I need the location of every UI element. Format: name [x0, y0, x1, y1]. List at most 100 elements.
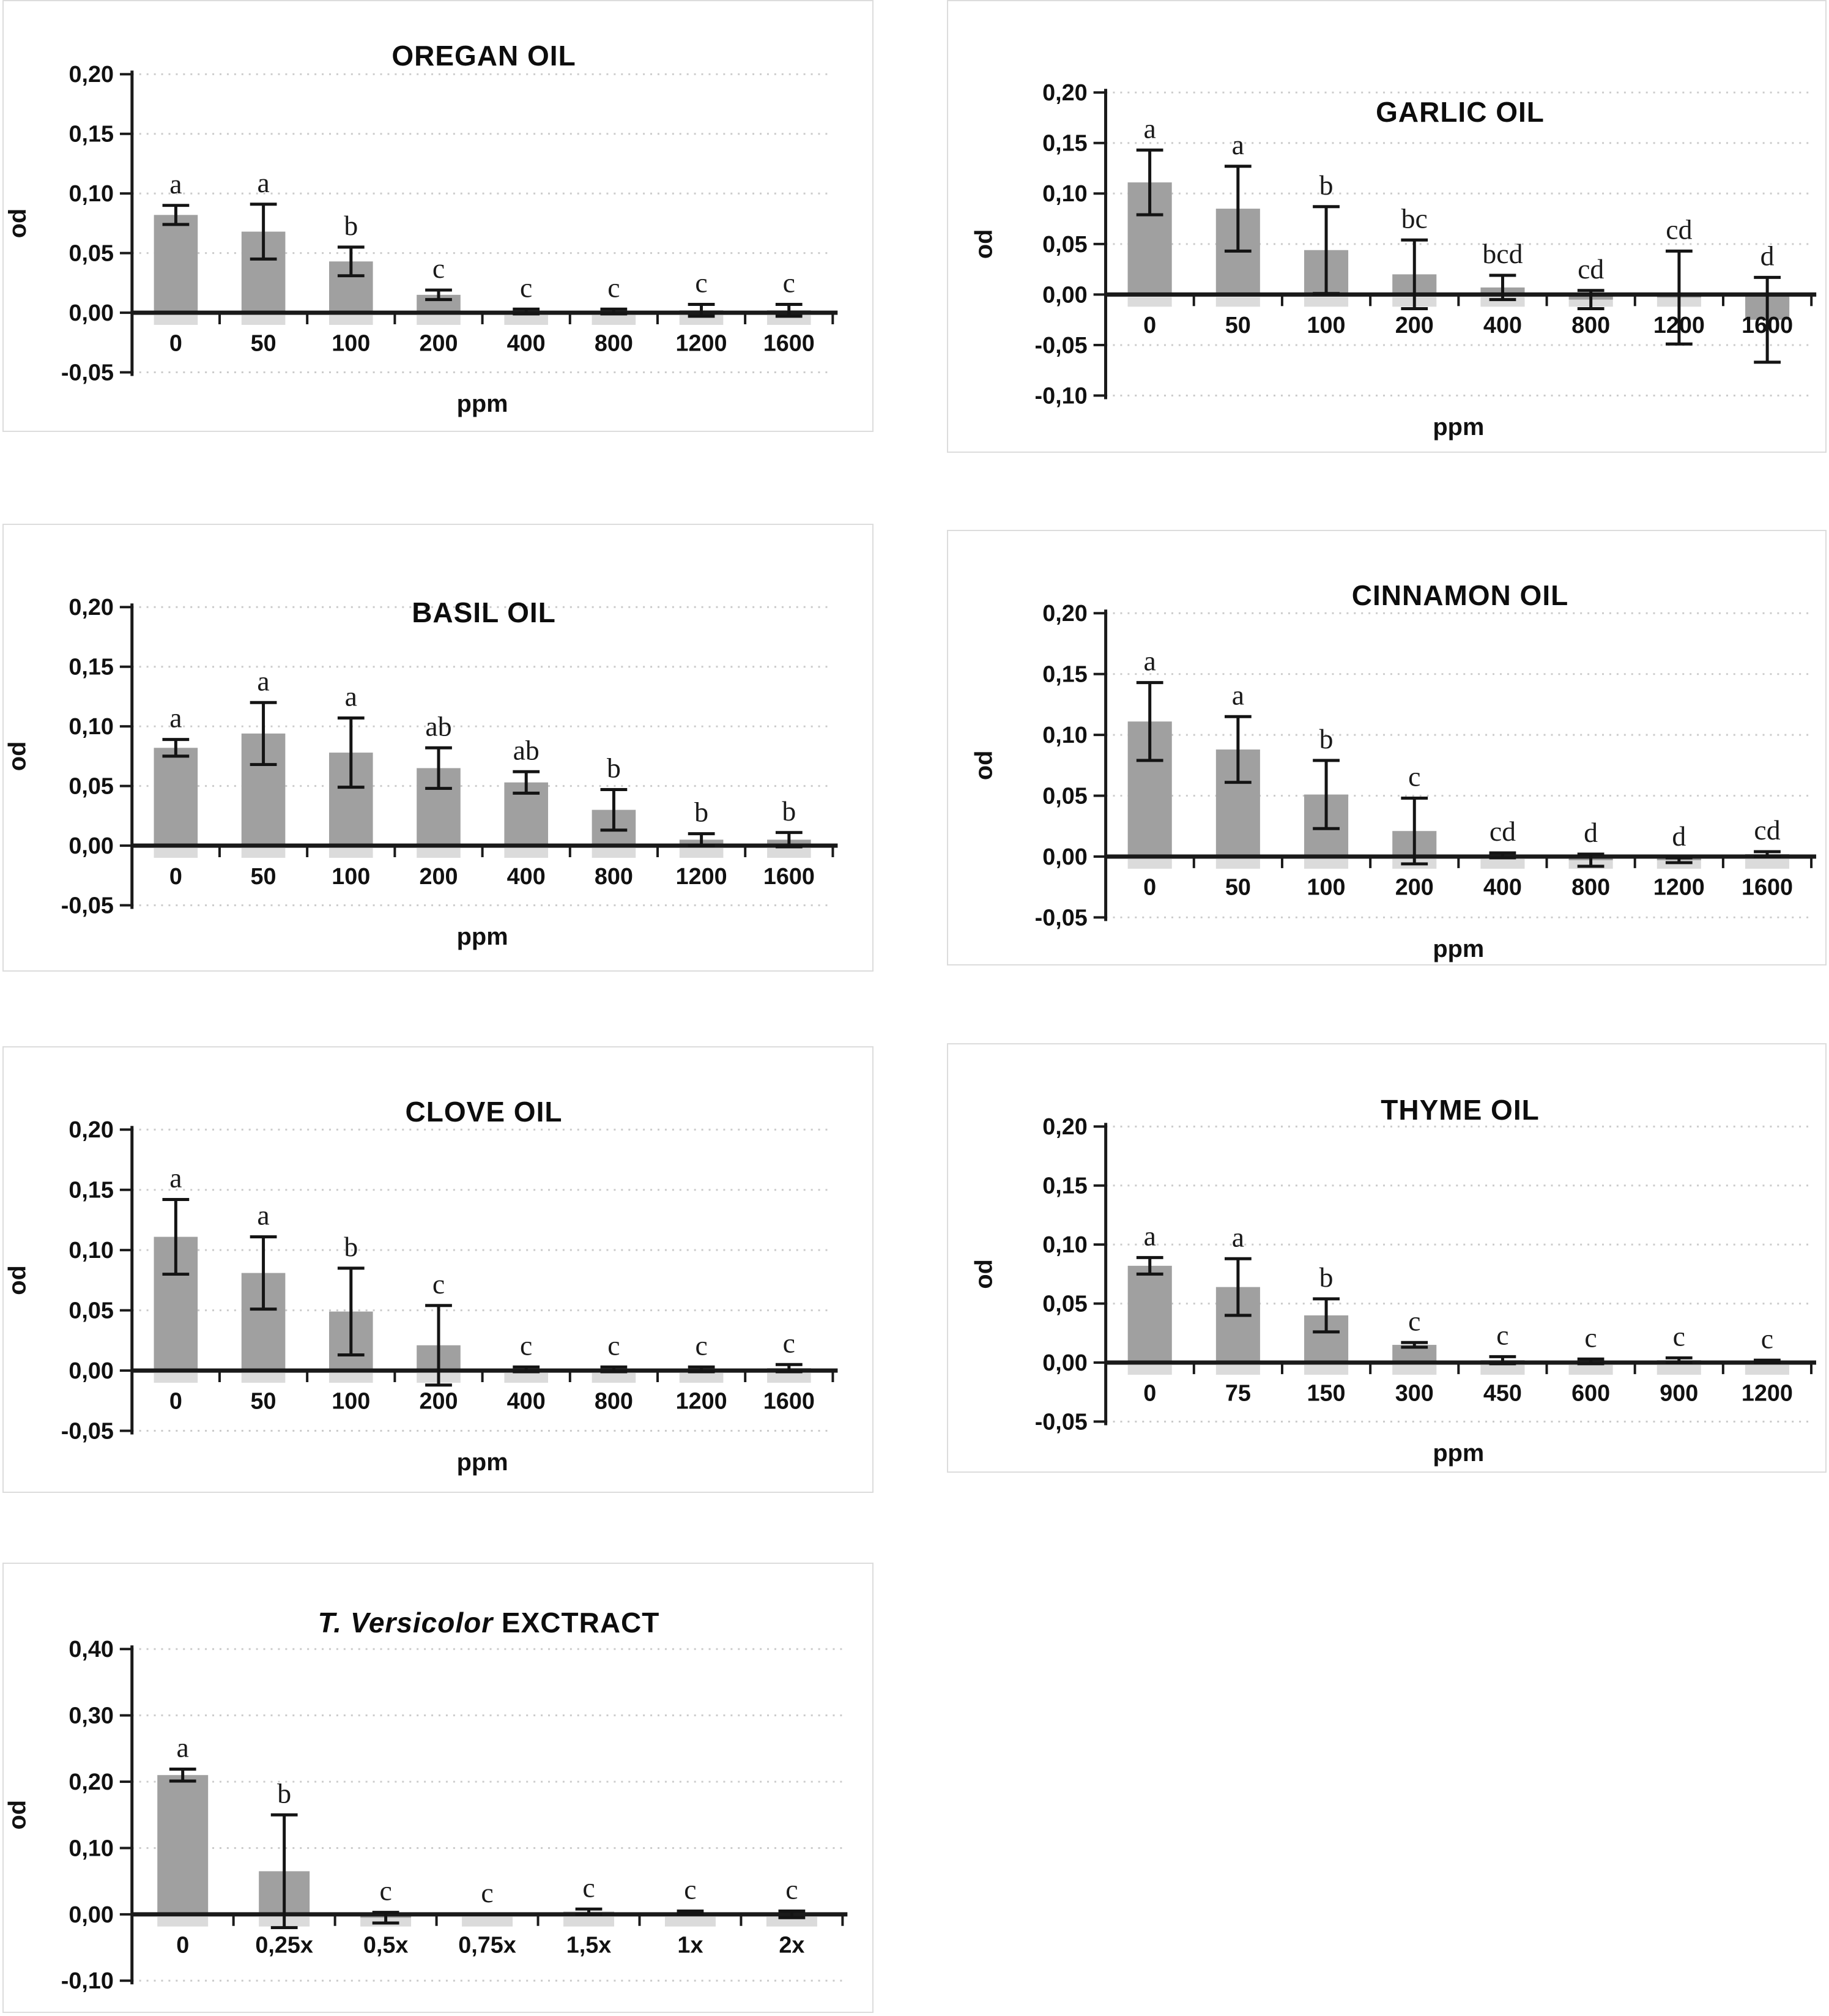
svg-text:c: c — [1761, 1323, 1773, 1354]
svg-text:100: 100 — [332, 1389, 370, 1415]
svg-text:c: c — [1584, 1322, 1597, 1353]
svg-text:0,00: 0,00 — [1042, 282, 1088, 308]
svg-text:cd: cd — [1754, 814, 1780, 846]
svg-text:c: c — [783, 1327, 795, 1358]
svg-text:c: c — [520, 1330, 532, 1361]
svg-text:800: 800 — [595, 1389, 633, 1415]
chart-title-text: THYME OIL — [1381, 1094, 1540, 1126]
svg-text:1,5x: 1,5x — [566, 1933, 612, 1958]
svg-text:0,00: 0,00 — [69, 300, 114, 326]
svg-text:0: 0 — [169, 864, 182, 890]
svg-text:0,40: 0,40 — [69, 1637, 114, 1662]
svg-text:0,00: 0,00 — [69, 833, 114, 859]
svg-text:400: 400 — [507, 331, 546, 357]
basil-oil-plot: 0,20 0,15 0,10 0,05 0,00 -0,05 0 50 100 200 400 800… — [4, 595, 838, 950]
chart-title-cinnamon-oil: CINNAMON OIL — [1105, 580, 1815, 611]
svg-text:a: a — [257, 167, 269, 198]
svg-text:50: 50 — [1225, 875, 1251, 901]
svg-text:a: a — [169, 168, 182, 199]
svg-text:900: 900 — [1660, 1381, 1698, 1407]
svg-text:0,05: 0,05 — [1042, 232, 1088, 258]
chart-panel-thyme-oil: THYME OIL 0,20 0,15 0,10 0,05 0,00 -0,05 0 75 15… — [947, 1043, 1827, 1473]
oregan-oil-plot: 0,20 0,15 0,10 0,05 0,00 -0,05 0 50 100 200 400 800… — [4, 62, 838, 417]
svg-text:0,75x: 0,75x — [458, 1933, 516, 1958]
svg-text:-0,10: -0,10 — [61, 1968, 114, 1994]
svg-text:c: c — [607, 1330, 620, 1361]
svg-text:a: a — [169, 1162, 182, 1194]
svg-text:a: a — [1143, 113, 1156, 144]
svg-text:1200: 1200 — [676, 331, 727, 357]
svg-text:b: b — [1319, 169, 1334, 201]
svg-text:0,10: 0,10 — [1042, 1232, 1088, 1258]
svg-text:cd: cd — [1578, 253, 1604, 285]
svg-text:400: 400 — [1483, 313, 1522, 338]
svg-text:a: a — [1232, 679, 1244, 710]
chart-title-clove-oil: CLOVE OIL — [132, 1096, 836, 1128]
svg-text:0,15: 0,15 — [69, 1178, 114, 1203]
svg-text:0,20: 0,20 — [1042, 601, 1088, 627]
svg-text:c: c — [520, 272, 532, 303]
svg-text:c: c — [1408, 1305, 1420, 1336]
svg-text:d: d — [1584, 817, 1598, 848]
chart-title-text: EXCTRACT — [493, 1607, 660, 1639]
svg-text:b: b — [344, 1231, 358, 1262]
chart-title-oregan-oil: OREGAN OIL — [132, 40, 836, 72]
svg-text:0,15: 0,15 — [1042, 662, 1088, 688]
chart-title-text: BASIL OIL — [412, 597, 556, 629]
svg-text:800: 800 — [1571, 313, 1610, 338]
svg-text:800: 800 — [595, 864, 633, 890]
svg-text:0,10: 0,10 — [1042, 723, 1088, 748]
svg-text:100: 100 — [1307, 313, 1346, 338]
svg-text:ab: ab — [425, 710, 451, 742]
svg-text:od: od — [971, 229, 998, 259]
svg-text:a: a — [1144, 1220, 1156, 1251]
svg-text:b: b — [782, 795, 796, 827]
svg-text:1600: 1600 — [1742, 875, 1793, 901]
svg-text:0: 0 — [1143, 313, 1156, 338]
svg-text:0,25x: 0,25x — [255, 1933, 313, 1958]
svg-text:1600: 1600 — [763, 1389, 815, 1415]
svg-text:c: c — [432, 253, 445, 284]
svg-text:0,20: 0,20 — [69, 1769, 114, 1795]
svg-text:ppm: ppm — [457, 1449, 508, 1476]
svg-text:a: a — [1232, 1221, 1244, 1252]
svg-text:0,10: 0,10 — [69, 181, 114, 207]
svg-text:0,05: 0,05 — [69, 774, 114, 800]
svg-text:0: 0 — [176, 1933, 189, 1958]
svg-text:0,10: 0,10 — [1042, 181, 1088, 207]
svg-text:c: c — [695, 1330, 707, 1361]
svg-text:a: a — [1144, 645, 1156, 677]
svg-text:1x: 1x — [677, 1933, 703, 1958]
chart-title-t-versicolor-extract: T. Versicolor EXCTRACT — [132, 1607, 846, 1638]
chart-title-thyme-oil: THYME OIL — [1105, 1095, 1815, 1126]
svg-text:od: od — [971, 1259, 998, 1289]
svg-text:0,10: 0,10 — [69, 1238, 114, 1263]
svg-text:0,20: 0,20 — [1042, 1114, 1088, 1140]
svg-text:100: 100 — [332, 864, 370, 890]
svg-text:300: 300 — [1395, 1381, 1434, 1407]
chart-title-text: CINNAMON OIL — [1351, 579, 1569, 612]
svg-text:c: c — [379, 1875, 391, 1906]
svg-text:od: od — [971, 751, 998, 781]
svg-text:a: a — [257, 1200, 269, 1231]
svg-text:c: c — [1408, 761, 1420, 792]
svg-text:1200: 1200 — [676, 864, 727, 890]
svg-text:800: 800 — [595, 331, 633, 357]
svg-text:a: a — [345, 681, 357, 712]
svg-text:0: 0 — [1143, 1381, 1156, 1407]
svg-text:-0,05: -0,05 — [61, 893, 114, 919]
svg-text:200: 200 — [1395, 313, 1434, 338]
svg-text:0: 0 — [1143, 875, 1156, 901]
cinnamon-oil-plot: 0,20 0,15 0,10 0,05 0,00 -0,05 0 50 100 200 400 800… — [971, 601, 1817, 962]
svg-text:0,00: 0,00 — [69, 1902, 114, 1928]
svg-text:200: 200 — [419, 1389, 458, 1415]
svg-text:400: 400 — [507, 1389, 546, 1415]
svg-text:a: a — [1232, 129, 1244, 160]
t-versicolor-extract-plot: 0,40 0,30 0,20 0,10 0,00 -0,10 0 0,25x 0,5x 0,75x… — [4, 1637, 848, 1994]
svg-text:b: b — [1319, 723, 1334, 754]
svg-text:0,05: 0,05 — [1042, 1291, 1088, 1317]
chart-title-text: GARLIC OIL — [1376, 96, 1545, 128]
svg-text:b: b — [1319, 1262, 1334, 1293]
svg-text:a: a — [257, 665, 269, 696]
